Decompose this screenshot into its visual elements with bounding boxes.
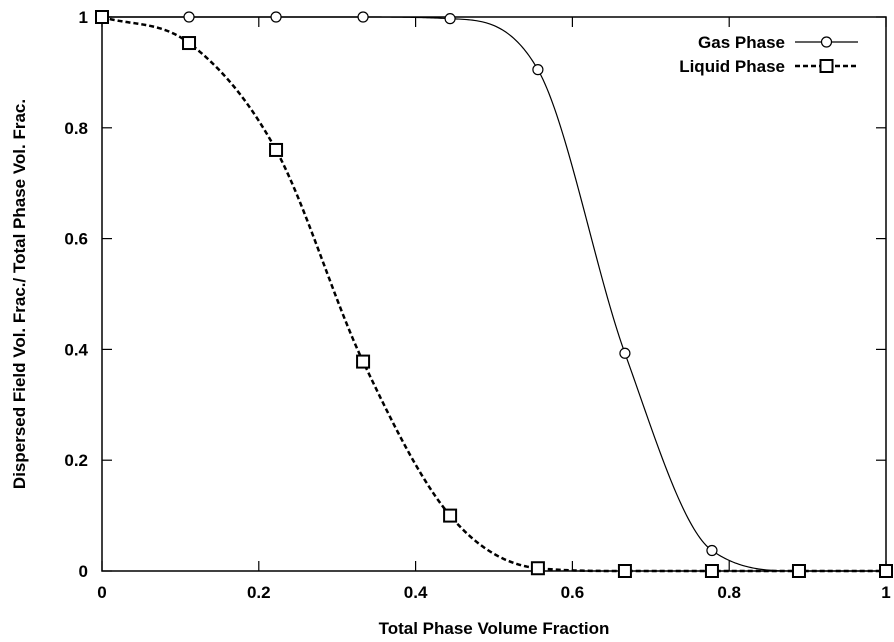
series-lines (101, 15, 886, 573)
x-tick-label: 1 (881, 583, 890, 602)
axis-ticks (101, 16, 887, 572)
y-tick-label: 0 (79, 562, 88, 581)
data-point-liquid (443, 508, 458, 523)
y-tick-label: 0.4 (64, 340, 88, 359)
data-point-gas (706, 544, 718, 557)
y-tick-label: 0.8 (64, 119, 88, 138)
x-tick-label: 0 (97, 583, 106, 602)
x-axis-title: Total Phase Volume Fraction (379, 619, 610, 638)
y-tick-label: 0.6 (64, 230, 88, 249)
y-tick-labels: 0 0.2 0.4 0.6 0.8 1 (64, 8, 88, 581)
data-point-liquid (791, 564, 806, 578)
plot-frame (101, 16, 887, 572)
data-point-liquid (879, 564, 893, 578)
data-point-gas (532, 64, 544, 76)
data-point-liquid (269, 142, 284, 157)
legend-label-gas: Gas Phase (698, 33, 785, 52)
y-axis-title: Dispersed Field Vol. Frac./ Total Phase … (10, 99, 29, 489)
x-tick-label: 0.2 (247, 583, 271, 602)
x-tick-label: 0.8 (717, 583, 741, 602)
data-point-liquid (617, 564, 632, 578)
legend-marker-liquid (819, 59, 834, 73)
data-point-liquid (356, 354, 371, 369)
data-point-gas (619, 347, 631, 359)
x-tick-label: 0.4 (404, 583, 428, 602)
data-point-gas (270, 11, 282, 23)
series-markers (95, 10, 893, 578)
x-tick-label: 0.6 (561, 583, 585, 602)
data-point-gas (444, 13, 456, 25)
y-tick-label: 1 (79, 8, 88, 27)
legend-marker-gas (820, 36, 833, 48)
series-line-gas (102, 16, 886, 572)
series-line-liquid (101, 15, 886, 573)
data-point-liquid (182, 36, 197, 51)
data-point-liquid (704, 564, 719, 578)
data-point-liquid (95, 10, 109, 24)
x-tick-labels: 0 0.2 0.4 0.6 0.8 1 (97, 583, 890, 602)
y-tick-label: 0.2 (64, 451, 88, 470)
legend-label-liquid: Liquid Phase (679, 57, 785, 76)
data-point-liquid (530, 561, 545, 576)
legend: Gas Phase Liquid Phase (679, 33, 858, 76)
data-point-gas (183, 11, 195, 23)
data-point-gas (357, 11, 369, 23)
